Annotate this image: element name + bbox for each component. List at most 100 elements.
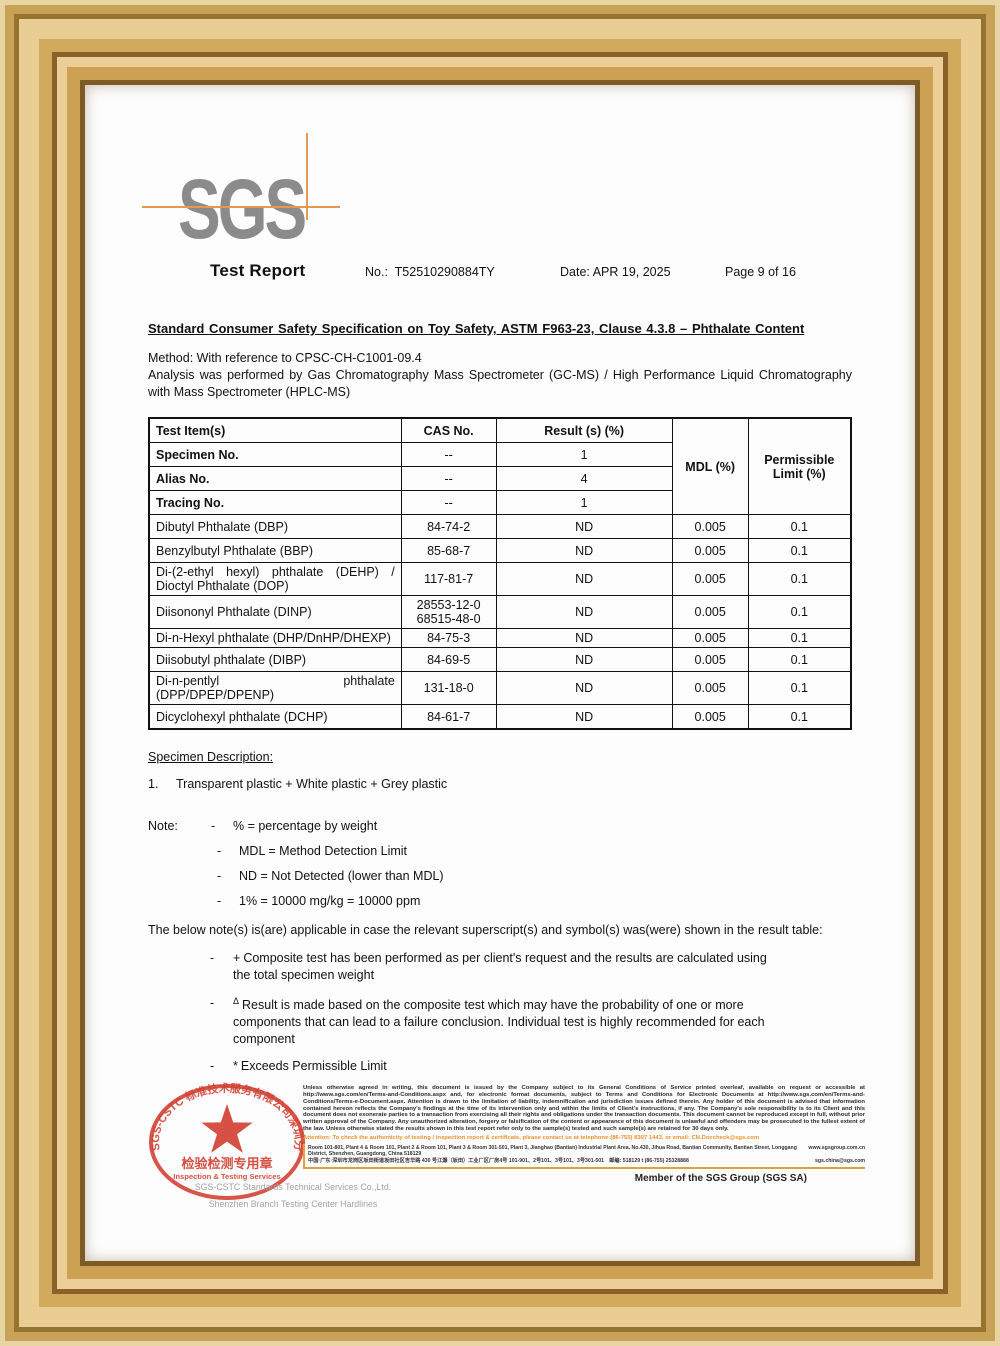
cell-cas: -- xyxy=(400,490,497,515)
cell-cas: -- xyxy=(400,442,497,467)
cell-item: Di-n-pentlyl phthalate (DPP/DPEP/DPENP) xyxy=(148,671,402,705)
logo-orange-vline xyxy=(306,133,308,220)
cell-value: 1 xyxy=(495,442,673,467)
cell-result: ND xyxy=(495,628,673,648)
cell-item: Dibutyl Phthalate (DBP) xyxy=(148,514,402,539)
table-row: Diisononyl Phthalate (DINP) 28553-12-0 6… xyxy=(148,595,852,629)
method-block: Method: With reference to CPSC-CH-C1001-… xyxy=(148,350,852,401)
legal-block: Unless otherwise agreed in writing, this… xyxy=(303,1085,865,1184)
cell-limit: 0.1 xyxy=(747,647,852,672)
cell-limit: 0.1 xyxy=(747,671,852,705)
table-row: Di-n-Hexyl phthalate (DHP/DnHP/DHEXP) 84… xyxy=(148,628,852,648)
table-row: Di-(2-ethyl hexyl) phthalate (DEHP) / Di… xyxy=(148,562,852,596)
cell-mdl: 0.005 xyxy=(671,647,749,672)
table-row: Dicyclohexyl phthalate (DCHP) 84-61-7 ND… xyxy=(148,704,852,730)
report-footer: SGS-CSTC 标准技术服务有限公司深圳分公司 检验检测专用章 Inspect… xyxy=(142,1080,959,1230)
email: sgs.china@sgs.com xyxy=(814,1158,865,1164)
cell-cas: 28553-12-0 68515-48-0 xyxy=(400,595,497,629)
analysis-line: Analysis was performed by Gas Chromatogr… xyxy=(148,368,852,399)
report-header-line: Test Report No.: T52510290884TY Date: AP… xyxy=(148,261,852,287)
results-table: Test Item(s) CAS No. Result (s) (%) MDL … xyxy=(148,417,852,730)
disclaimer-text: Unless otherwise agreed in writing, this… xyxy=(303,1085,865,1133)
remark-item: - * Exceeds Permissible Limit xyxy=(210,1059,387,1074)
table-header-row: Test Item(s) CAS No. Result (s) (%) MDL … xyxy=(148,417,852,515)
website: www.sgsgroup.com.cn xyxy=(808,1144,865,1151)
cell-item: Diisononyl Phthalate (DINP) xyxy=(148,595,402,629)
cell-mdl: 0.005 xyxy=(671,562,749,596)
report-date: Date: APR 19, 2025 xyxy=(560,265,671,279)
svg-text:Inspection & Testing Services: Inspection & Testing Services xyxy=(173,1172,280,1181)
cell-mdl: 0.005 xyxy=(671,538,749,563)
cell-limit: 0.1 xyxy=(747,628,852,648)
cell-item: Benzylbutyl Phthalate (BBP) xyxy=(148,538,402,563)
report-number: No.: T52510290884TY xyxy=(365,265,495,279)
cell-mdl: 0.005 xyxy=(671,514,749,539)
notes-block: Note: - % = percentage by weight - MDL =… xyxy=(148,819,852,908)
cell-limit: 0.1 xyxy=(747,704,852,730)
col-header-limit: Permissible Limit (%) xyxy=(747,417,852,515)
cell-label: Specimen No. xyxy=(148,442,402,467)
cell-cas: -- xyxy=(400,466,497,491)
cell-mdl: 0.005 xyxy=(671,628,749,648)
note-item: - 1% = 10000 mg/kg = 10000 ppm xyxy=(217,894,421,908)
cell-cas: 84-74-2 xyxy=(400,514,497,539)
col-header-cas: CAS No. xyxy=(400,417,497,443)
svg-text:检验检测专用章: 检验检测专用章 xyxy=(181,1156,272,1171)
note-item: - ND = Not Detected (lower than MDL) xyxy=(217,869,444,883)
table-row: Specimen No. -- 1 xyxy=(148,442,851,467)
cell-result: ND xyxy=(495,514,673,539)
cell-cas: 84-75-3 xyxy=(400,628,497,648)
cell-item: Di-(2-ethyl hexyl) phthalate (DEHP) / Di… xyxy=(148,562,402,596)
company-name-lines: SGS-CSTC Standards Technical Services Co… xyxy=(194,1182,392,1209)
table-row: Diisobutyl phthalate (DIBP) 84-69-5 ND 0… xyxy=(148,647,852,672)
cell-label: Tracing No. xyxy=(148,490,402,515)
page-indicator: Page 9 of 16 xyxy=(725,265,796,279)
col-header-result: Result (s) (%) xyxy=(495,417,673,443)
remarks-intro: The below note(s) is(are) applicable in … xyxy=(148,923,823,937)
cell-cas: 84-61-7 xyxy=(400,704,497,730)
cell-result: ND xyxy=(495,595,673,629)
cell-mdl: 0.005 xyxy=(671,704,749,730)
cell-cas: 85-68-7 xyxy=(400,538,497,563)
sgs-logo: SGS xyxy=(178,161,307,257)
col-header-item: Test Item(s) xyxy=(148,417,402,443)
report-page: SGS Test Report No.: T52510290884TY Date… xyxy=(85,85,915,1261)
specimen-description-title: Specimen Description: xyxy=(148,750,274,764)
table-row: Di-n-pentlyl phthalate (DPP/DPEP/DPENP) … xyxy=(148,671,852,705)
cell-item: Dicyclohexyl phthalate (DCHP) xyxy=(148,704,402,730)
note-item: Note: - % = percentage by weight xyxy=(148,819,378,833)
address-cn: 中国·广东·深圳市龙岗区坂田街道坂田社区吉华路 430 号江灏（坂田）工业厂区厂… xyxy=(308,1158,689,1164)
attention-text: Attention: To check the authenticity of … xyxy=(303,1134,760,1141)
cell-cas: 131-18-0 xyxy=(400,671,497,705)
logo-orange-hline xyxy=(142,206,340,208)
section-title: Standard Consumer Safety Specification o… xyxy=(148,321,805,336)
cell-limit: 0.1 xyxy=(747,514,852,539)
cell-mdl: 0.005 xyxy=(671,595,749,629)
cell-label: Alias No. xyxy=(148,466,402,491)
inspection-stamp: SGS-CSTC 标准技术服务有限公司深圳分公司 检验检测专用章 Inspect… xyxy=(142,1082,306,1200)
member-line: Member of the SGS Group (SGS SA) xyxy=(634,1172,807,1184)
cell-result: ND xyxy=(495,647,673,672)
table-row: Benzylbutyl Phthalate (BBP) 85-68-7 ND 0… xyxy=(148,538,852,563)
cell-result: ND xyxy=(495,538,673,563)
remark-item: - Δ Result is made based on the composite… xyxy=(210,995,765,1046)
cell-cas: 84-69-5 xyxy=(400,647,497,672)
col-header-mdl: MDL (%) xyxy=(671,417,749,515)
cell-result: ND xyxy=(495,562,673,596)
cell-limit: 0.1 xyxy=(747,595,852,629)
cell-value: 1 xyxy=(495,490,673,515)
cell-limit: 0.1 xyxy=(747,562,852,596)
cell-item: Diisobutyl phthalate (DIBP) xyxy=(148,647,402,672)
sgs-logo-area: SGS xyxy=(142,133,852,263)
address-block: Room 101-801, Plant 4 & Room 101, Plant … xyxy=(303,1143,865,1169)
report-title: Test Report xyxy=(210,261,306,280)
cell-result: ND xyxy=(495,671,673,705)
cell-mdl: 0.005 xyxy=(671,671,749,705)
stamp-star xyxy=(201,1104,253,1153)
remark-item: - + Composite test has been performed as … xyxy=(210,950,767,982)
table-row: Dibutyl Phthalate (DBP) 84-74-2 ND 0.005… xyxy=(148,514,852,539)
specimen-item: 1. Transparent plastic + White plastic + … xyxy=(148,777,448,791)
cell-cas: 117-81-7 xyxy=(400,562,497,596)
method-line: Method: With reference to CPSC-CH-C1001-… xyxy=(148,351,422,365)
